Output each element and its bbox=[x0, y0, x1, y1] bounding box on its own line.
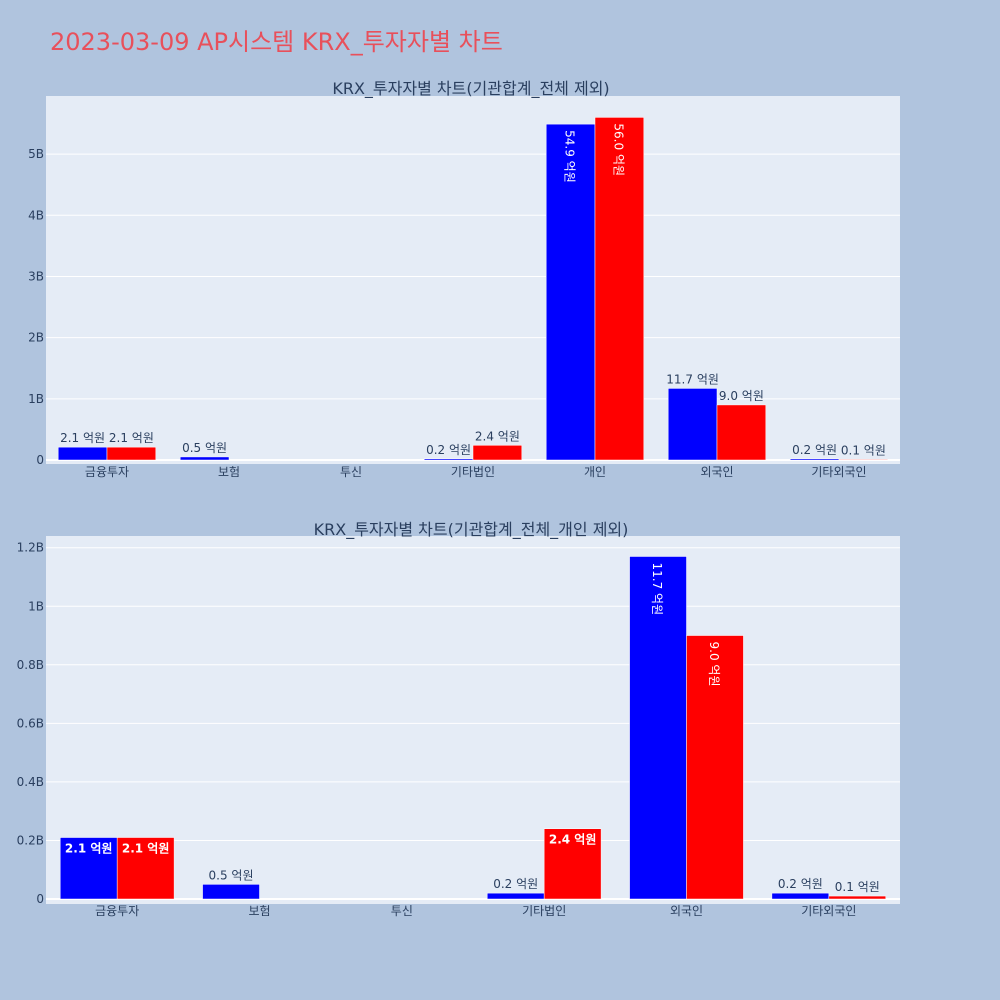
bar-label: 2.1 억원 bbox=[109, 431, 154, 445]
bar-기타법인-s2 bbox=[472, 445, 523, 461]
bar-label: 0.1 억원 bbox=[835, 880, 880, 894]
bar-기타외국인-s2 bbox=[838, 459, 889, 461]
bar-label: 56.0 억원 bbox=[611, 123, 625, 176]
bar-label: 0.2 억원 bbox=[426, 443, 471, 457]
x-tick-label: 보험 bbox=[218, 465, 240, 479]
bar-외국인-s2 bbox=[686, 635, 744, 900]
chart-institutional-excluded: 0 1B 2B 3B 4B 5B KRX_투자자별 차트(기관합계_전체 제외) 2.1 억원… bbox=[28, 79, 900, 479]
x-tick-label: 투신 bbox=[340, 465, 362, 479]
bar-외국인-s1 bbox=[629, 556, 687, 900]
y-tick-label: 0.8B bbox=[17, 658, 44, 672]
x-tick-label: 개인 bbox=[584, 465, 606, 479]
bar-label: 0.2 억원 bbox=[493, 877, 538, 891]
x-tick-label: 기타법인 bbox=[522, 904, 566, 918]
x-tick-label: 투신 bbox=[391, 904, 413, 918]
bar-label: 9.0 억원 bbox=[707, 642, 721, 687]
bar-금융투자-s2 bbox=[106, 446, 157, 461]
bar-기타외국인-s1 bbox=[789, 458, 840, 461]
bar-개인-s2 bbox=[594, 117, 645, 461]
x-tick-label: 외국인 bbox=[700, 465, 733, 479]
bar-금융투자-s2 bbox=[116, 837, 175, 900]
y-tick-label: 0.6B bbox=[17, 716, 44, 730]
bar-label: 2.4 억원 bbox=[475, 429, 520, 443]
bar-기타법인-s1 bbox=[486, 892, 545, 900]
y-tick-label: 1.2B bbox=[17, 541, 44, 555]
y-tick-label: 2B bbox=[28, 331, 44, 345]
chart-title: KRX_투자자별 차트(기관합계_전체 제외) bbox=[332, 79, 609, 99]
bar-label: 2.1 억원 bbox=[60, 431, 105, 445]
bar-label: 0.5 억원 bbox=[182, 441, 227, 455]
bar-label: 0.2 억원 bbox=[792, 443, 837, 457]
x-tick-label: 보험 bbox=[248, 904, 270, 918]
bar-label: 11.7 억원 bbox=[650, 562, 664, 615]
bar-금융투자-s1 bbox=[59, 837, 118, 900]
y-tick-label: 1B bbox=[28, 599, 44, 613]
x-tick-label: 기타외국인 bbox=[811, 465, 866, 479]
bar-기타법인-s1 bbox=[423, 458, 474, 461]
plot-area bbox=[46, 536, 900, 904]
y-tick-label: 0.4B bbox=[17, 775, 44, 789]
y-tick-label: 3B bbox=[28, 269, 44, 283]
bar-기타법인-s2 bbox=[543, 828, 602, 900]
bar-label: 0.1 억원 bbox=[841, 443, 886, 457]
x-tick-label: 기타법인 bbox=[451, 465, 495, 479]
bar-label: 0.2 억원 bbox=[778, 877, 823, 891]
x-tick-label: 금융투자 bbox=[95, 904, 139, 918]
chart-title: KRX_투자자별 차트(기관합계_전체_개인 제외) bbox=[314, 520, 629, 540]
bar-금융투자-s1 bbox=[57, 446, 108, 461]
y-tick-label: 5B bbox=[28, 147, 44, 161]
bar-label: 0.5 억원 bbox=[209, 868, 254, 882]
bar-label: 54.9 억원 bbox=[563, 130, 577, 183]
y-tick-label: 0 bbox=[36, 892, 44, 906]
bar-label: 9.0 억원 bbox=[719, 389, 764, 403]
y-tick-label: 0.2B bbox=[17, 833, 44, 847]
bar-label: 2.1 억원 bbox=[122, 842, 170, 856]
x-tick-label: 금융투자 bbox=[85, 465, 129, 479]
page-title: 2023-03-09 AP시스템 KRX_투자자별 차트 bbox=[50, 28, 503, 56]
bar-기타외국인-s2 bbox=[828, 895, 887, 900]
plot-area bbox=[46, 96, 900, 464]
x-tick-label: 외국인 bbox=[670, 904, 703, 918]
chart-institutional-individual-excluded: 0 0.2B 0.4B 0.6B 0.8B 1B 1.2B KRX_투자자별 차트(기관합계_… bbox=[17, 520, 900, 918]
y-tick-label: 4B bbox=[28, 208, 44, 222]
bar-label: 11.7 억원 bbox=[666, 372, 719, 386]
bar-label: 2.1 억원 bbox=[65, 842, 113, 856]
bar-외국인-s2 bbox=[716, 404, 767, 461]
bar-기타외국인-s1 bbox=[771, 892, 830, 900]
y-tick-label: 1B bbox=[28, 392, 44, 406]
bar-보험-s1 bbox=[179, 456, 230, 461]
bar-label: 2.4 억원 bbox=[549, 833, 597, 847]
bar-보험-s1 bbox=[202, 884, 260, 900]
x-tick-label: 기타외국인 bbox=[801, 904, 856, 918]
bar-외국인-s1 bbox=[667, 388, 718, 461]
y-tick-label: 0 bbox=[36, 453, 44, 467]
